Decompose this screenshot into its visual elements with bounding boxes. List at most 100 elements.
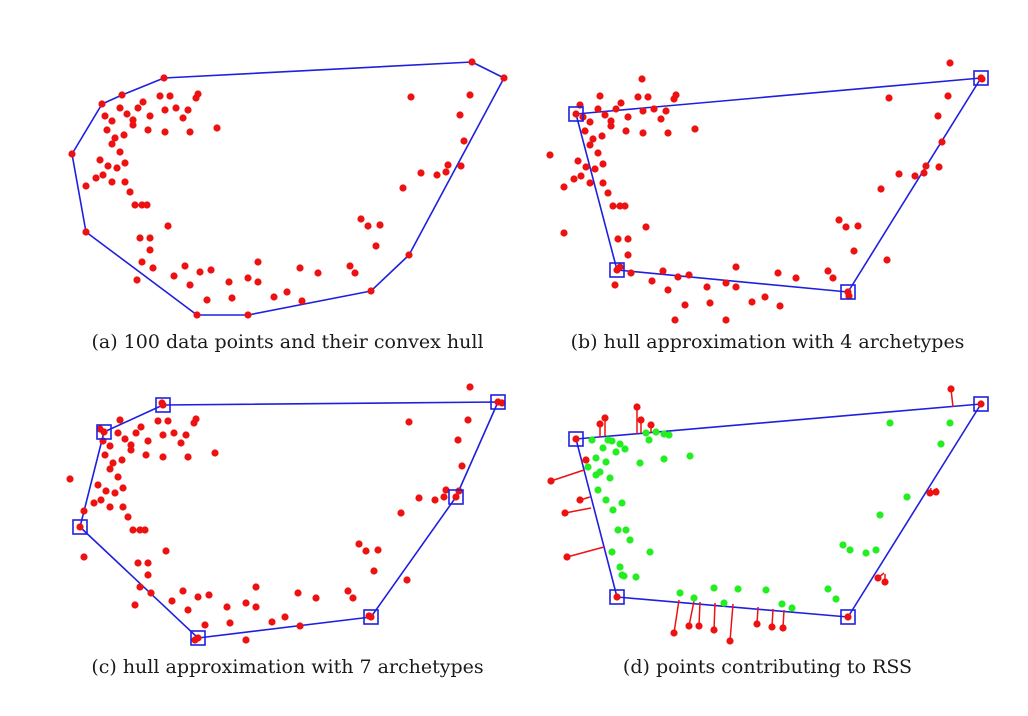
data-point <box>346 262 354 270</box>
data-point <box>168 597 176 605</box>
data-point <box>911 172 919 180</box>
inside-data-point <box>676 589 684 597</box>
inside-data-point <box>608 548 616 556</box>
data-point <box>114 473 122 481</box>
data-point <box>761 293 769 301</box>
data-point <box>591 165 599 173</box>
data-point <box>612 105 620 113</box>
data-point <box>80 553 88 561</box>
data-point <box>160 74 168 82</box>
inside-data-point <box>660 430 668 438</box>
data-point <box>136 583 144 591</box>
archetype-marker <box>840 284 856 300</box>
data-point <box>164 222 172 230</box>
data-point <box>372 242 380 250</box>
caption-a: (a) 100 data points and their convex hul… <box>91 331 484 353</box>
data-point <box>94 481 102 489</box>
data-point <box>113 164 121 172</box>
data-point <box>431 496 439 504</box>
data-point <box>648 277 656 285</box>
data-point <box>691 125 699 133</box>
inside-data-point <box>937 440 945 448</box>
data-point <box>753 620 761 628</box>
inside-data-point <box>876 511 884 519</box>
data-point <box>440 493 448 501</box>
data-point <box>179 587 187 595</box>
residual-line <box>698 601 701 627</box>
data-point <box>415 494 423 502</box>
data-point <box>452 493 460 501</box>
data-point <box>116 416 124 424</box>
data-point <box>111 489 119 497</box>
data-point <box>622 127 630 135</box>
data-point <box>609 202 617 210</box>
data-point <box>664 129 672 137</box>
caption-d: (d) points contributing to RSS <box>622 656 913 678</box>
data-point <box>407 93 415 101</box>
data-point <box>844 288 852 296</box>
data-point <box>101 451 109 459</box>
data-point <box>935 163 943 171</box>
data-point <box>106 465 114 473</box>
data-point <box>370 567 378 575</box>
inside-data-point <box>946 419 954 427</box>
data-point <box>116 148 124 156</box>
data-point <box>136 526 144 534</box>
data-point <box>895 170 903 178</box>
archetype-marker <box>568 106 584 122</box>
residual-line <box>673 599 680 634</box>
data-point <box>932 488 940 496</box>
inside-data-point <box>626 536 634 544</box>
data-point <box>670 629 678 637</box>
data-point <box>647 421 655 429</box>
data-point <box>460 137 468 145</box>
data-point <box>722 316 730 324</box>
inside-data-point <box>839 541 847 549</box>
data-point <box>670 95 678 103</box>
inside-data-point <box>618 571 626 579</box>
data-point <box>561 509 569 517</box>
data-point <box>129 526 137 534</box>
data-point <box>685 271 693 279</box>
inside-data-point <box>788 604 796 612</box>
data-point <box>149 264 157 272</box>
data-point <box>599 179 607 187</box>
four-archetype-hull-outline <box>575 403 982 618</box>
data-point <box>119 503 127 511</box>
inside-data-point <box>762 586 770 594</box>
data-point <box>357 215 365 223</box>
data-point <box>599 160 607 168</box>
data-point <box>639 129 647 137</box>
data-point <box>120 131 128 139</box>
data-point <box>244 311 252 319</box>
data-point <box>312 594 320 602</box>
data-point <box>283 288 291 296</box>
data-point <box>456 111 464 119</box>
data-point <box>196 268 204 276</box>
data-point <box>596 92 604 100</box>
data-point <box>457 162 465 170</box>
data-point <box>129 116 137 124</box>
data-point <box>374 546 382 554</box>
data-point <box>225 278 233 286</box>
inside-data-point <box>645 436 653 444</box>
residual-line <box>729 603 734 642</box>
data-point <box>244 274 252 282</box>
data-point <box>296 622 304 630</box>
data-point <box>664 286 672 294</box>
data-point <box>403 576 411 584</box>
data-point <box>80 507 88 515</box>
inside-data-point <box>862 549 870 557</box>
data-point <box>617 99 625 107</box>
inside-data-point <box>846 546 854 554</box>
data-point <box>156 92 164 100</box>
data-point <box>614 235 622 243</box>
archetype-marker <box>973 70 989 86</box>
data-point <box>296 264 304 272</box>
residual-line <box>566 546 605 558</box>
data-point <box>159 401 167 409</box>
inside-data-point <box>832 595 840 603</box>
data-point <box>577 172 585 180</box>
data-point <box>732 283 740 291</box>
data-point <box>177 439 185 447</box>
